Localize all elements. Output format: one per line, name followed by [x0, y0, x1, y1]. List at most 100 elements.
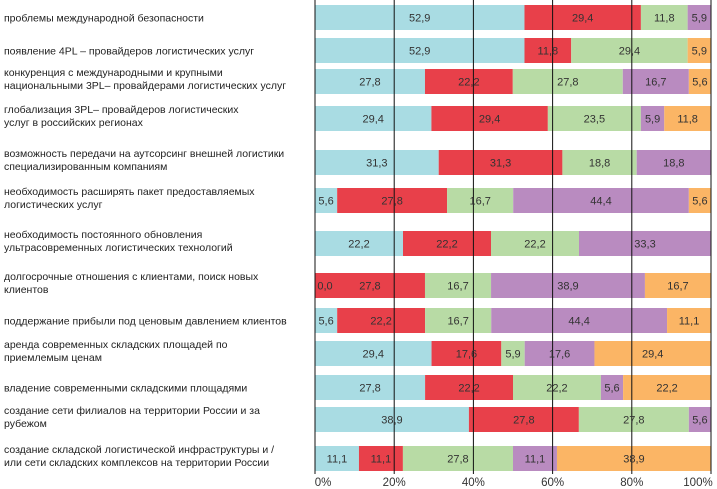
bar-segment-4 — [513, 188, 689, 213]
data-label: 29,4 — [572, 13, 593, 25]
x-tick-label: 100% — [683, 477, 712, 489]
bar-segment-4 — [622, 69, 689, 94]
bar-segment-1 — [315, 407, 469, 432]
data-label: 38,9 — [381, 415, 402, 427]
data-label: 16,7 — [667, 281, 688, 293]
data-label: 17,6 — [456, 349, 477, 361]
category-label: проблемы международной безопасности — [4, 13, 204, 25]
data-label: 52,9 — [409, 46, 430, 58]
data-label: 27,8 — [513, 415, 534, 427]
bar-segment-4 — [687, 5, 711, 30]
bar-segment-4 — [513, 446, 557, 471]
category-label: клиентов — [4, 284, 49, 296]
bar-segment-3 — [424, 273, 492, 298]
data-label: 27,8 — [359, 281, 380, 293]
data-label: 38,9 — [557, 281, 578, 293]
category-label: аренда современных складских площадей по — [4, 339, 228, 351]
category-label: глобализация 3PL– провайдеров логистичес… — [4, 104, 239, 116]
bar-segment-5 — [687, 38, 711, 63]
gridlines-layer — [314, 0, 712, 474]
data-label: 22,2 — [524, 239, 545, 251]
data-label: 29,4 — [363, 349, 384, 361]
data-label: 44,4 — [568, 316, 589, 328]
bar-segment-4 — [491, 273, 645, 298]
category-label: появление 4PL – провайдеров логистически… — [4, 46, 254, 58]
bar-segment-3 — [491, 231, 579, 256]
category-label: услуг в российских регионах — [4, 117, 144, 129]
data-label: 29,4 — [642, 349, 663, 361]
bar-segment-3 — [513, 375, 601, 400]
data-label: 27,8 — [623, 415, 644, 427]
bar-segment-5 — [623, 375, 711, 400]
bar-segment-4 — [600, 375, 624, 400]
data-label: 29,4 — [619, 46, 640, 58]
data-label: 5,6 — [604, 383, 619, 395]
data-label: 18,8 — [589, 158, 610, 170]
data-label: 5,6 — [692, 415, 707, 427]
data-label: 22,2 — [656, 383, 677, 395]
bar-segment-2 — [424, 69, 513, 94]
data-label: 31,3 — [366, 158, 387, 170]
bar-segment-1 — [315, 446, 359, 471]
bar-segment-4 — [579, 231, 711, 256]
data-label: 11,1 — [525, 454, 546, 466]
data-label: 5,9 — [645, 114, 660, 126]
bar-segment-3 — [640, 5, 688, 30]
category-label: или сети складских комплексов на террито… — [4, 457, 269, 469]
data-label: 22,2 — [370, 316, 391, 328]
category-label: возможность передачи на аутсорсинг внешн… — [4, 148, 284, 160]
data-label: 22,2 — [348, 239, 369, 251]
bar-segment-2 — [524, 5, 641, 30]
data-label: 27,8 — [447, 454, 468, 466]
data-label: 29,4 — [479, 114, 500, 126]
bar-segment-5 — [644, 273, 711, 298]
data-label: 5,9 — [692, 46, 707, 58]
bar-segment-2 — [431, 341, 502, 366]
data-label: 22,2 — [458, 77, 479, 89]
data-label: 27,8 — [557, 77, 578, 89]
data-label: 31,3 — [490, 158, 511, 170]
category-label: ультрасовременных логистических технолог… — [4, 242, 233, 254]
bar-segment-1 — [315, 341, 432, 366]
category-label: национальными 3PL– провайдерами логистич… — [4, 80, 286, 92]
category-labels-layer: проблемы международной безопасности появл… — [4, 13, 287, 470]
bar-segment-2 — [358, 446, 403, 471]
data-label: 11,1 — [371, 454, 392, 466]
category-label: конкуренция с международными и крупными — [4, 67, 223, 79]
data-label: 22,2 — [458, 383, 479, 395]
data-label: 0,0 — [317, 281, 332, 293]
category-label: создание сети филиалов на территории Рос… — [4, 405, 260, 417]
data-label: 22,2 — [546, 383, 567, 395]
data-label: 11,8 — [654, 13, 675, 25]
bar-segment-2 — [524, 38, 572, 63]
data-label: 23,5 — [584, 114, 605, 126]
bar-segment-3 — [571, 38, 688, 63]
bar-segment-1 — [315, 188, 338, 213]
bar-segment-1 — [315, 38, 525, 63]
category-label: рубежом — [4, 418, 47, 430]
bar-segment-1 — [315, 308, 338, 333]
bar-segment-1 — [315, 150, 439, 175]
data-label: 5,6 — [692, 196, 707, 208]
bar-segment-1 — [315, 231, 403, 256]
data-label: 18,8 — [663, 158, 684, 170]
bar-segment-4 — [688, 407, 711, 432]
data-label: 16,7 — [447, 316, 468, 328]
x-tick-label: 0% — [315, 477, 332, 489]
data-label: 44,4 — [590, 196, 611, 208]
data-label: 5,6 — [318, 196, 333, 208]
bar-segment-2 — [425, 375, 513, 400]
bar-segment-1 — [315, 375, 426, 400]
bar-segment-5 — [664, 106, 711, 131]
data-label: 52,9 — [409, 13, 430, 25]
category-label: поддержание прибыли под ценовым давление… — [4, 316, 287, 328]
bar-segment-5 — [556, 446, 711, 471]
data-label: 17,6 — [549, 349, 570, 361]
bar-segment-5 — [688, 188, 711, 213]
x-axis-ticks-layer: 0% 20% 40% 60% 80% 100% — [315, 477, 713, 489]
bar-segment-1 — [315, 106, 432, 131]
bar-segment-2 — [468, 407, 579, 432]
x-tick-label: 80% — [620, 477, 643, 489]
bar-segment-5 — [688, 69, 711, 94]
